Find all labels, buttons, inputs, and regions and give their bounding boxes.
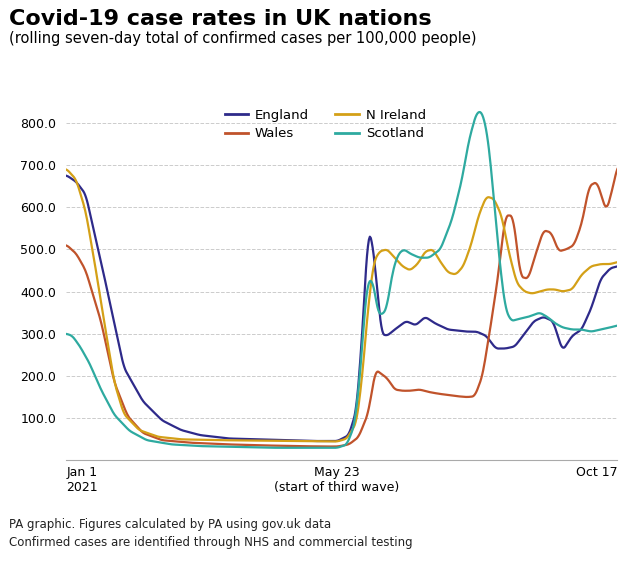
Text: Covid-19 case rates in UK nations: Covid-19 case rates in UK nations xyxy=(9,9,432,29)
Text: (rolling seven-day total of confirmed cases per 100,000 people): (rolling seven-day total of confirmed ca… xyxy=(9,31,477,46)
Text: Oct 17: Oct 17 xyxy=(576,466,617,479)
Text: PA graphic. Figures calculated by PA using gov.uk data: PA graphic. Figures calculated by PA usi… xyxy=(9,518,331,531)
Text: Confirmed cases are identified through NHS and commercial testing: Confirmed cases are identified through N… xyxy=(9,536,413,549)
Legend: England, Wales, N Ireland, Scotland: England, Wales, N Ireland, Scotland xyxy=(219,104,431,146)
Text: Jan 1
2021: Jan 1 2021 xyxy=(66,466,98,494)
Text: May 23
(start of third wave): May 23 (start of third wave) xyxy=(275,466,399,494)
